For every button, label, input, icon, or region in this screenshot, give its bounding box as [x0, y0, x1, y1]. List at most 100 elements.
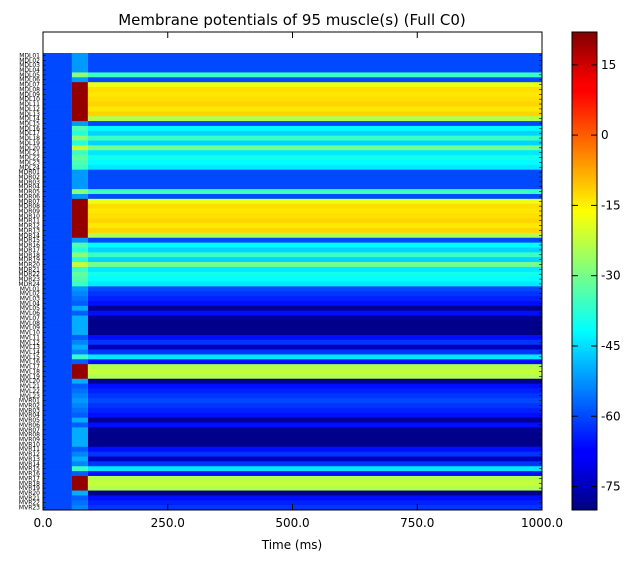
heatmap-cell-rest — [43, 407, 72, 414]
heatmap-cell-rest — [43, 213, 72, 219]
heatmap-cell-sustained — [87, 505, 542, 511]
y-tick-label: MVR11 — [19, 446, 40, 453]
heatmap-cell-sustained — [87, 130, 542, 137]
y-tick-label: MDR03 — [18, 179, 40, 186]
y-tick-label: MDR01 — [18, 169, 40, 176]
heatmap-cell-rest — [43, 495, 72, 501]
y-tick-label: MDR06 — [18, 193, 40, 200]
heatmap-cell-rest — [43, 364, 72, 370]
heatmap-cell-sustained — [87, 354, 542, 360]
heatmap-cell-rest — [43, 339, 72, 346]
heatmap-cell-sustained — [87, 77, 542, 83]
heatmap-cell-sustained — [87, 57, 542, 64]
heatmap-cell-rest — [43, 412, 72, 419]
y-tick-label: MVL14 — [20, 349, 40, 356]
heatmap-cell-transient — [71, 310, 88, 316]
heatmap-cell-sustained — [87, 490, 542, 496]
heatmap-cell-transient — [71, 257, 88, 263]
heatmap-cell-rest — [43, 417, 72, 423]
heatmap-cell-rest — [43, 310, 72, 316]
heatmap-cell-transient — [71, 159, 88, 166]
heatmap-cell-sustained — [87, 296, 542, 302]
heatmap-cell-sustained — [87, 378, 542, 384]
y-tick-label: MDR16 — [18, 242, 40, 249]
heatmap-cell-sustained — [87, 412, 542, 419]
x-tick-label: 0.0 — [33, 516, 52, 530]
heatmap-cell-sustained — [87, 437, 542, 443]
heatmap-cell-sustained — [87, 427, 542, 433]
heatmap-cell-sustained — [87, 72, 542, 78]
heatmap-cell-sustained — [87, 232, 542, 239]
heatmap-cell-transient — [71, 198, 88, 205]
heatmap-cell-transient — [71, 334, 88, 341]
y-tick-label: MDR17 — [18, 247, 40, 254]
heatmap-cell-sustained — [87, 125, 542, 132]
heatmap-cell-sustained — [87, 257, 542, 263]
heatmap-cell-sustained — [87, 300, 542, 307]
heatmap-cell-sustained — [87, 315, 542, 321]
heatmap-cell-sustained — [87, 446, 542, 453]
y-tick-label: MDR20 — [18, 261, 40, 268]
heatmap-cell-sustained — [87, 373, 542, 380]
heatmap-cell-transient — [71, 427, 88, 433]
heatmap-cell-rest — [43, 53, 72, 59]
heatmap-cell-rest — [43, 276, 72, 282]
heatmap-cell-transient — [71, 446, 88, 453]
heatmap-cell-transient — [71, 213, 88, 219]
heatmap-cell-transient — [71, 77, 88, 83]
y-tick-label: MDL13 — [19, 111, 40, 118]
heatmap-cell-rest — [43, 266, 72, 273]
heatmap-cell-transient — [71, 276, 88, 282]
heatmap-cell-rest — [43, 466, 72, 472]
heatmap-cell-transient — [71, 495, 88, 501]
heatmap-cell-rest — [43, 111, 72, 117]
y-tick-label: MVL04 — [20, 300, 40, 307]
heatmap-cell-transient — [71, 164, 88, 171]
heatmap-cell-transient — [71, 140, 88, 146]
heatmap-cell-transient — [71, 432, 88, 438]
y-tick-label: MDR14 — [18, 232, 40, 239]
heatmap-cell-sustained — [87, 310, 542, 316]
heatmap-cell-sustained — [87, 159, 542, 166]
heatmap-cell-rest — [43, 82, 72, 88]
heatmap-cell-transient — [71, 67, 88, 73]
y-tick-label: MVR21 — [19, 495, 40, 502]
heatmap-cell-transient — [71, 471, 88, 477]
heatmap-cell-transient — [71, 130, 88, 137]
y-tick-label: MDL12 — [19, 106, 40, 113]
heatmap-cell-transient — [71, 145, 88, 151]
heatmap-cell-transient — [71, 96, 88, 103]
heatmap-cell-transient — [71, 437, 88, 443]
y-tick-label: MVL03 — [20, 296, 40, 303]
heatmap-cell-sustained — [87, 87, 542, 93]
heatmap-cell-sustained — [87, 276, 542, 282]
y-tick-label: MDR11 — [18, 218, 40, 225]
heatmap-cell-transient — [71, 383, 88, 389]
heatmap-cell-rest — [43, 373, 72, 380]
heatmap-cell-rest — [43, 77, 72, 83]
y-tick-label: MVR04 — [19, 412, 40, 419]
y-tick-label: MVL07 — [20, 315, 40, 322]
heatmap-cell-transient — [71, 184, 88, 190]
y-tick-label: MDL16 — [19, 125, 40, 132]
y-tick-label: MDL11 — [19, 101, 40, 108]
y-tick-label: MVR06 — [19, 422, 40, 429]
heatmap-cell-sustained — [87, 174, 542, 180]
heatmap-cell-transient — [71, 407, 88, 414]
heatmap-cell-sustained — [87, 116, 542, 122]
y-tick-label: MVL02 — [20, 291, 40, 298]
heatmap-cell-sustained — [87, 393, 542, 399]
heatmap-cell-transient — [71, 286, 88, 292]
y-tick-label: MDR22 — [18, 271, 40, 278]
heatmap-cell-rest — [43, 67, 72, 73]
heatmap-cell-sustained — [87, 500, 542, 506]
y-tick-label: MDR18 — [18, 252, 40, 259]
y-tick-label: MVR19 — [19, 485, 40, 492]
heatmap-cell-transient — [71, 116, 88, 122]
heatmap-cell-transient — [71, 179, 88, 185]
y-tick-label: MVL23 — [20, 393, 40, 400]
heatmap-cell-transient — [71, 223, 88, 229]
y-tick-label: MVL01 — [20, 286, 40, 293]
heatmap-cell-rest — [43, 403, 72, 409]
heatmap-cell-rest — [43, 208, 72, 214]
